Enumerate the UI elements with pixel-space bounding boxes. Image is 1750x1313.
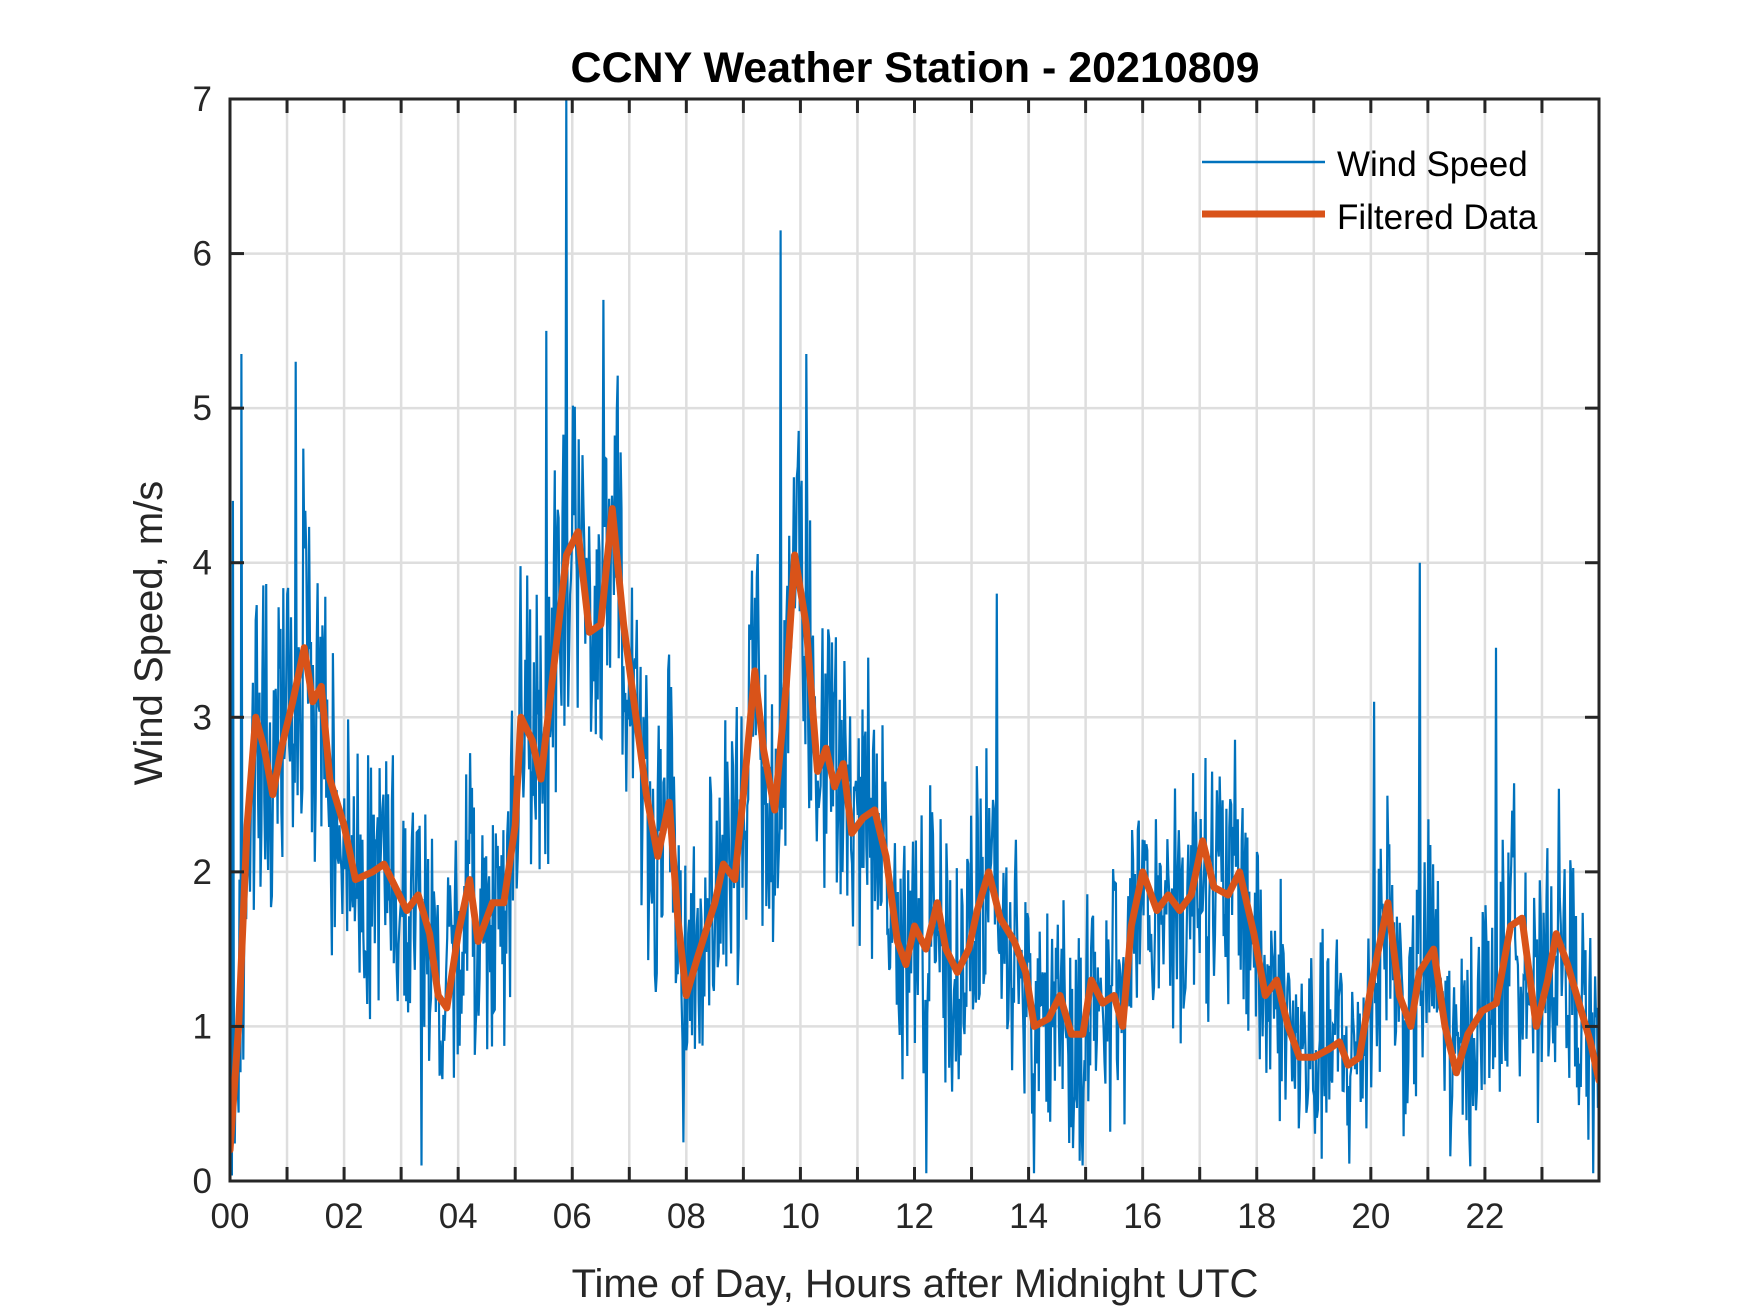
- series-layer: [230, 99, 1599, 1176]
- x-tick-label: 22: [1465, 1197, 1504, 1236]
- x-tick-label: 14: [1009, 1197, 1048, 1236]
- x-tick-label: 04: [439, 1197, 478, 1236]
- legend-label-wind-speed: Wind Speed: [1337, 145, 1528, 184]
- y-tick-label: 2: [193, 853, 212, 892]
- x-tick-label: 08: [667, 1197, 706, 1236]
- x-tick-label: 18: [1237, 1197, 1276, 1236]
- y-tick-label: 0: [193, 1162, 212, 1201]
- x-tick-label: 06: [553, 1197, 592, 1236]
- x-tick-label: 02: [325, 1197, 364, 1236]
- y-tick-label: 7: [193, 80, 212, 119]
- legend: Wind Speed Filtered Data: [1202, 145, 1538, 237]
- x-tick-label: 00: [211, 1197, 250, 1236]
- y-tick-label: 6: [193, 235, 212, 274]
- chart-title: CCNY Weather Station - 20210809: [570, 44, 1259, 92]
- x-tick-label: 10: [781, 1197, 820, 1236]
- y-tick-label: 5: [193, 389, 212, 428]
- y-tick-label: 4: [193, 544, 212, 583]
- legend-label-filtered-data: Filtered Data: [1337, 198, 1538, 237]
- y-tick-label: 3: [193, 698, 212, 737]
- x-tick-label: 16: [1123, 1197, 1162, 1236]
- x-tick-labels: 00 02 04 06 08 10 12 14 16 18 20 22: [211, 1197, 1505, 1236]
- y-axis-label: Wind Speed, m/s: [127, 481, 171, 786]
- series-line-wind-speed: [230, 99, 1599, 1176]
- y-tick-labels: 0 1 2 3 4 5 6 7: [193, 80, 212, 1201]
- x-tick-label: 12: [895, 1197, 934, 1236]
- series-line-filtered-data: [230, 505, 1599, 1154]
- x-axis-label: Time of Day, Hours after Midnight UTC: [572, 1262, 1259, 1306]
- axis-ticks: [228, 97, 1599, 1183]
- x-tick-label: 20: [1351, 1197, 1390, 1236]
- y-tick-label: 1: [193, 1007, 212, 1046]
